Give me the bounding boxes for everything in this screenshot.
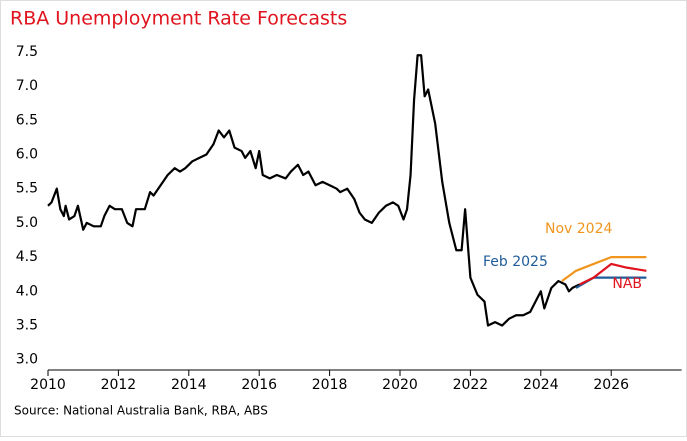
x-tick-label: 2022 [453, 377, 489, 393]
x-tick-label: 2010 [30, 377, 66, 393]
y-tick-label: 5.0 [16, 215, 38, 231]
x-tick-label: 2016 [241, 377, 277, 393]
x-tick-label: 2014 [171, 377, 207, 393]
series-label: Nov 2024 [545, 221, 612, 237]
chart-title: RBA Unemployment Rate Forecasts [10, 8, 347, 30]
y-tick-label: 3.0 [16, 352, 38, 368]
y-tick-label: 4.0 [16, 283, 38, 299]
series-label: NAB [612, 276, 642, 292]
series-label: Feb 2025 [483, 254, 548, 270]
source: Source: National Australia Bank, RBA, AB… [14, 404, 268, 418]
y-tick-label: 6.0 [16, 146, 38, 162]
x-tick-label: 2018 [312, 377, 348, 393]
y-tick-label: 5.5 [16, 181, 38, 197]
line [579, 262, 647, 286]
x-tick-label: 2024 [523, 377, 559, 393]
y-tick-label: 7.0 [16, 78, 38, 94]
y-tick-label: 3.5 [16, 318, 38, 334]
y-tick-label: 7.5 [16, 44, 38, 60]
x-tick-label: 2020 [382, 377, 418, 393]
line [47, 54, 581, 327]
line [561, 256, 647, 282]
x-tick-label: 2026 [593, 377, 629, 393]
x-tick-label: 2012 [101, 377, 137, 393]
y-tick-label: 6.5 [16, 112, 38, 128]
y-tick-label: 4.5 [16, 249, 38, 265]
